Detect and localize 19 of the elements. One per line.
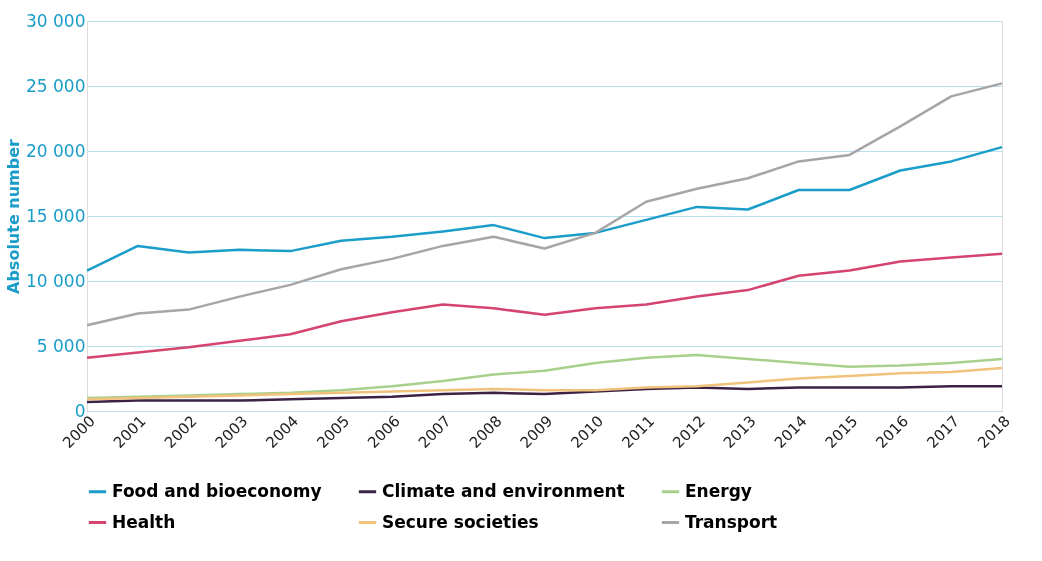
line-series (85, 82, 1004, 327)
line-series (85, 353, 1004, 400)
line-series (85, 145, 1004, 272)
y-tick-label: 10 000 (26, 270, 86, 291)
legend-label: Food and bioeconomy (112, 480, 322, 501)
y-tick-label: 25 000 (26, 75, 86, 96)
line-series (85, 366, 1004, 401)
legend-label: Transport (685, 511, 778, 532)
y-axis-title: Absolute number (4, 138, 24, 294)
legend-label: Climate and environment (382, 480, 625, 501)
legend-label: Health (112, 511, 176, 532)
y-tick-label: 5 000 (36, 335, 86, 356)
y-tick-label: 30 000 (26, 10, 86, 31)
legend-label: Secure societies (382, 511, 539, 532)
legend-label: Energy (685, 480, 752, 501)
line-series (85, 252, 1004, 359)
y-tick-label: 20 000 (26, 140, 86, 161)
y-tick-label: 15 000 (26, 205, 86, 226)
line-series (85, 385, 1004, 404)
